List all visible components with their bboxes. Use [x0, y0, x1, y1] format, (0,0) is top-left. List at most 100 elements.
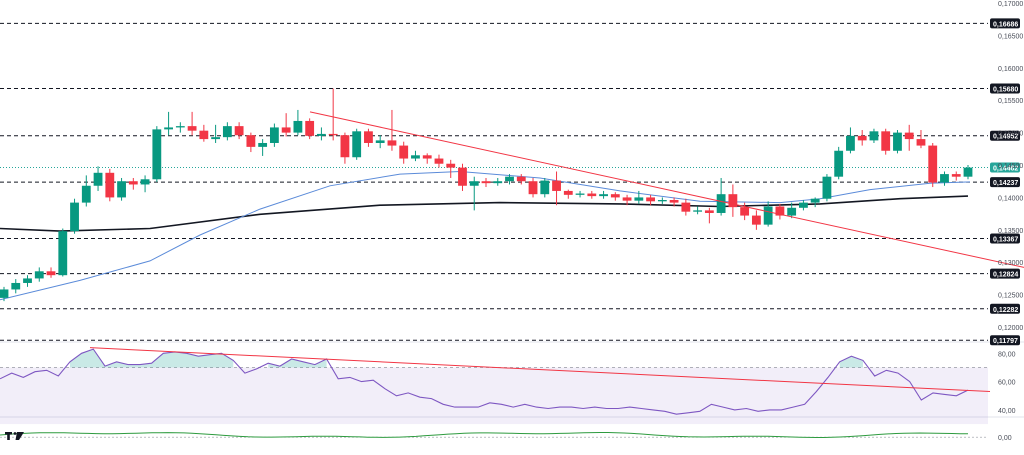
rsi-tick-label: 60,00 [998, 380, 1016, 387]
candle-body [175, 126, 185, 128]
trendline [309, 111, 1024, 268]
candle-body [610, 194, 620, 198]
candle-body [505, 176, 514, 182]
candle-body [11, 282, 21, 290]
moving-average-slow [0, 195, 969, 232]
level-label: 0,13367 [993, 236, 1018, 243]
candle-body [34, 271, 44, 279]
candle-body [58, 231, 68, 276]
candle-body [375, 140, 385, 143]
candle-body [352, 131, 362, 158]
candle-body [951, 174, 961, 177]
rsi-panel [0, 347, 991, 425]
level-label: 0,15680 [993, 87, 1018, 94]
candle-body [716, 194, 726, 213]
candle-body [164, 127, 173, 130]
price-tick-label: 0,17000 [998, 1, 1023, 8]
candle-body [575, 193, 585, 195]
candle-body [317, 133, 326, 136]
candle-body [199, 130, 209, 140]
candle-body [681, 202, 691, 212]
candle-body [152, 129, 162, 180]
candle-body [893, 132, 902, 151]
horizontal-levels: 0,16686 0,15680 0,14952 0,14237 0,13367 0,128… [0, 18, 1020, 346]
candle-body [552, 180, 561, 191]
candle-body [881, 131, 891, 151]
rsi-band [0, 367, 988, 425]
bottom-tick-label: 0,00 [998, 435, 1012, 442]
ma-slow-line [0, 195, 969, 232]
candle-body [728, 194, 738, 208]
candle-body [622, 197, 632, 201]
level-tag [990, 268, 1020, 279]
level-tag [990, 130, 1020, 141]
candle-body [928, 145, 938, 183]
candle-body [117, 181, 126, 198]
candle-body [399, 145, 409, 159]
candle-body [493, 181, 503, 184]
candle-body [763, 206, 773, 225]
level-tag [990, 18, 1020, 29]
candle-body [481, 181, 491, 184]
candle-body [422, 155, 432, 159]
candle-body [669, 200, 679, 203]
candle-body [23, 278, 32, 283]
candle-body [540, 180, 550, 195]
grid [0, 341, 1024, 418]
level-label: 0,12282 [993, 307, 1018, 314]
price-tick-label: 0,15500 [998, 98, 1023, 105]
price-tick-label: 0,14000 [998, 195, 1023, 202]
rsi-overbought-fill [839, 356, 864, 368]
candle-body [246, 135, 256, 147]
price-tick-label: 0,13500 [998, 228, 1023, 235]
candle-body [305, 120, 315, 136]
candle-body [775, 206, 785, 216]
candle-body [0, 289, 9, 298]
candle-body [810, 198, 820, 203]
rsi-overbought-fill [69, 349, 234, 368]
level-tag [990, 335, 1020, 346]
candle-body [834, 150, 844, 177]
candle-body [646, 197, 655, 202]
candle-body [128, 181, 138, 185]
candle-body [846, 135, 855, 151]
price-tick-label: 0,14500 [998, 163, 1023, 170]
candle-body [269, 127, 279, 143]
candle-body [340, 135, 350, 158]
candle-body [740, 207, 750, 216]
level-label: 0,11797 [993, 338, 1018, 345]
candle-body [411, 155, 420, 159]
candle-body [258, 142, 268, 147]
candlesticks [0, 88, 973, 302]
level-label: 0,12824 [993, 272, 1018, 279]
bottom-indicator-panel [0, 432, 988, 438]
candle-body [446, 163, 456, 168]
price-trendline [309, 111, 1024, 268]
rsi-tick-label: 40,00 [998, 408, 1016, 415]
price-tick-label: 0,12000 [998, 325, 1023, 332]
candle-body [70, 202, 79, 232]
candle-body [657, 200, 667, 202]
level-label: 0,14237 [993, 180, 1018, 187]
tradingview-logo [5, 432, 24, 440]
candle-body [364, 131, 373, 143]
level-label: 0,16686 [993, 21, 1018, 28]
rsi-line [0, 348, 969, 415]
candle-body [469, 181, 479, 186]
candle-body [434, 158, 444, 164]
candle-body [516, 176, 526, 182]
candle-body [916, 139, 926, 146]
moving-average-fast [0, 170, 971, 301]
rsi-overbought-fill [268, 359, 327, 368]
rsi-tick-label: 80,00 [998, 351, 1016, 358]
candle-body [81, 185, 91, 203]
level-tag [990, 83, 1020, 94]
candle-body [458, 167, 467, 186]
level-tag [990, 303, 1020, 314]
ma-fast-line [0, 170, 971, 301]
candle-body [704, 210, 714, 213]
candle-body [328, 133, 338, 136]
candle-body [187, 126, 197, 131]
